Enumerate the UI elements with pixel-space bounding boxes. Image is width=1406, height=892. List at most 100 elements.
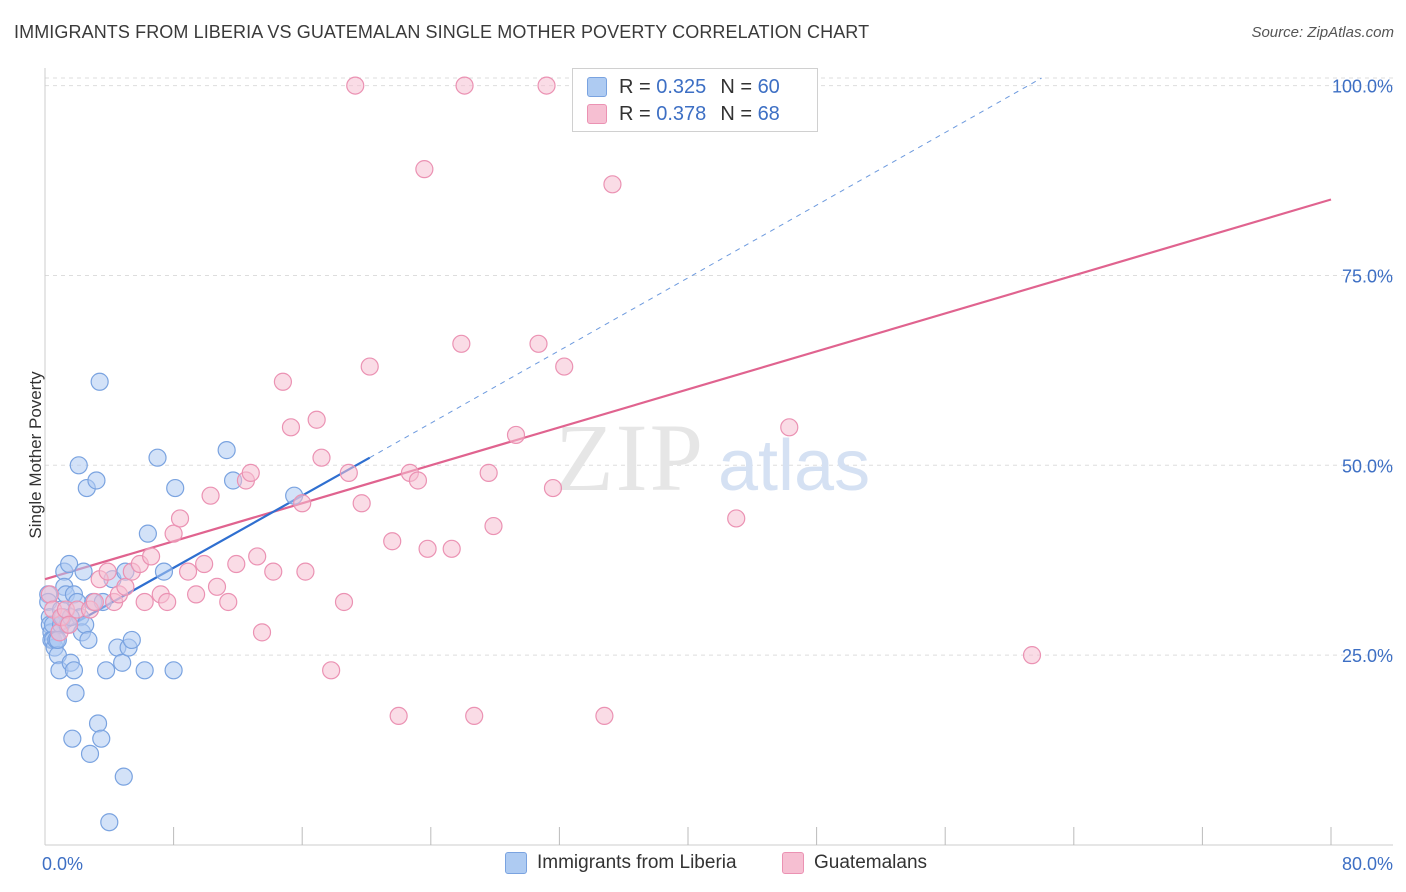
guatemalans-point: [595, 706, 614, 726]
legend-label-guatemalans: Guatemalans: [814, 852, 928, 873]
liberia-point: [66, 684, 85, 703]
series-legend: Immigrants from Liberia Guatemalans: [0, 852, 1406, 878]
gridlines: [45, 77, 1393, 656]
guatemalans-point: [98, 562, 117, 581]
guatemalans-point: [452, 334, 471, 353]
guatemalans-point: [465, 706, 484, 726]
stats-legend: R = 0.325 N = 60 R = 0.378 N = 68: [572, 68, 818, 132]
guatemalans-point: [296, 562, 315, 581]
y-tick-label: 25.0%: [1342, 646, 1393, 666]
liberia-swatch: [587, 77, 607, 97]
guatemalans-point: [543, 478, 563, 498]
guatemalans-point: [360, 357, 379, 376]
guatemalans-point: [322, 661, 341, 680]
guatemalans-point: [389, 706, 408, 726]
guatemalans-point: [506, 425, 526, 445]
y-tick-label: 75.0%: [1342, 266, 1393, 286]
liberia-point: [60, 554, 79, 574]
guatemalans-point: [1022, 646, 1042, 665]
axes: [44, 68, 1393, 846]
guatemalans-point: [248, 547, 267, 566]
liberia-point: [96, 661, 116, 680]
guatemalans-point: [484, 516, 503, 536]
guatemalans-point: [529, 334, 548, 353]
guatemalans-point: [334, 592, 354, 612]
n-label: N =: [720, 75, 752, 98]
guatemalans-point: [178, 562, 198, 581]
guatemalans-point: [479, 463, 498, 482]
guatemalans-point: [116, 577, 135, 596]
liberia-point: [113, 653, 132, 672]
guatemalans-point: [158, 592, 177, 612]
liberia-point: [164, 661, 183, 680]
liberia-point: [88, 714, 108, 733]
r-value: 0.325: [656, 75, 707, 98]
guatemalans-point: [555, 357, 574, 376]
guatemalans-swatch: [587, 104, 607, 124]
liberia-point: [90, 372, 109, 391]
tick-labels: 25.0% 50.0% 75.0% 100.0% 0.0% 80.0%: [42, 77, 1393, 874]
legend-label-liberia: Immigrants from Liberia: [537, 852, 737, 873]
r-label: R =: [619, 75, 651, 98]
liberia-point: [87, 471, 106, 490]
liberia-point: [64, 661, 84, 680]
n-label: N =: [720, 102, 752, 125]
guatemalans-point: [537, 76, 556, 95]
liberia-point: [100, 813, 119, 832]
chart-title: IMMIGRANTS FROM LIBERIA VS GUATEMALAN SI…: [14, 22, 870, 42]
guatemalans-point: [339, 463, 358, 482]
liberia-point: [217, 441, 236, 460]
n-value: 68: [757, 102, 780, 125]
guatemalans-point: [164, 524, 183, 543]
x-tick-label: 0.0%: [42, 854, 83, 874]
liberia-point: [135, 661, 154, 680]
liberia-point: [74, 562, 93, 581]
liberia-point: [166, 478, 185, 498]
liberia-point: [122, 630, 141, 650]
guatemalans-point: [455, 76, 474, 95]
guatemalans-point: [252, 623, 272, 642]
guatemalans-point: [383, 532, 402, 551]
r-label: R =: [619, 102, 651, 125]
liberia-point: [148, 448, 167, 467]
guatemalans-point: [141, 547, 161, 566]
watermark-zip: ZIP: [555, 404, 705, 511]
stats-row-liberia: R = 0.325 N = 60: [587, 75, 780, 99]
guatemalans-point: [408, 471, 428, 490]
guatemalans-legend-swatch: [782, 852, 804, 874]
guatemalans-point: [187, 585, 206, 604]
y-tick-label: 100.0%: [1332, 77, 1393, 97]
guatemalans-point: [60, 615, 79, 634]
y-axis-label: Single Mother Poverty: [26, 371, 45, 539]
liberia-point: [114, 767, 133, 786]
r-value: 0.378: [656, 102, 707, 125]
guatemalans-point: [170, 509, 190, 528]
guatemalans-point: [780, 418, 799, 437]
legend-item-liberia[interactable]: Immigrants from Liberia: [505, 852, 737, 874]
guatemalans-point: [352, 494, 371, 513]
stats-row-guatemalans: R = 0.378 N = 68: [587, 102, 780, 126]
liberia-point: [92, 729, 111, 748]
guatemalans-point: [346, 76, 365, 95]
guatemalans-point: [281, 418, 301, 437]
guatemalans-point: [40, 585, 59, 604]
liberia-point: [69, 456, 88, 475]
legend-item-guatemalans[interactable]: Guatemalans: [782, 852, 927, 874]
guatemalans-point: [312, 448, 331, 467]
liberia-trend-extension: [369, 77, 1042, 459]
liberia-point: [154, 562, 174, 581]
x-tick-label: 80.0%: [1342, 854, 1393, 874]
guatemalans-point: [273, 372, 293, 391]
guatemalans-trend-line: [44, 198, 1332, 581]
guatemalans-point: [415, 160, 434, 179]
n-value: 60: [757, 75, 780, 98]
guatemalans-point: [603, 175, 622, 194]
watermark-atlas: atlas: [718, 426, 870, 506]
data-points: [39, 76, 1042, 832]
guatemalans-point: [442, 539, 461, 558]
guatemalans-point: [241, 463, 260, 482]
liberia-point: [63, 729, 82, 748]
liberia-legend-swatch: [505, 852, 527, 874]
guatemalans-point: [264, 562, 283, 581]
